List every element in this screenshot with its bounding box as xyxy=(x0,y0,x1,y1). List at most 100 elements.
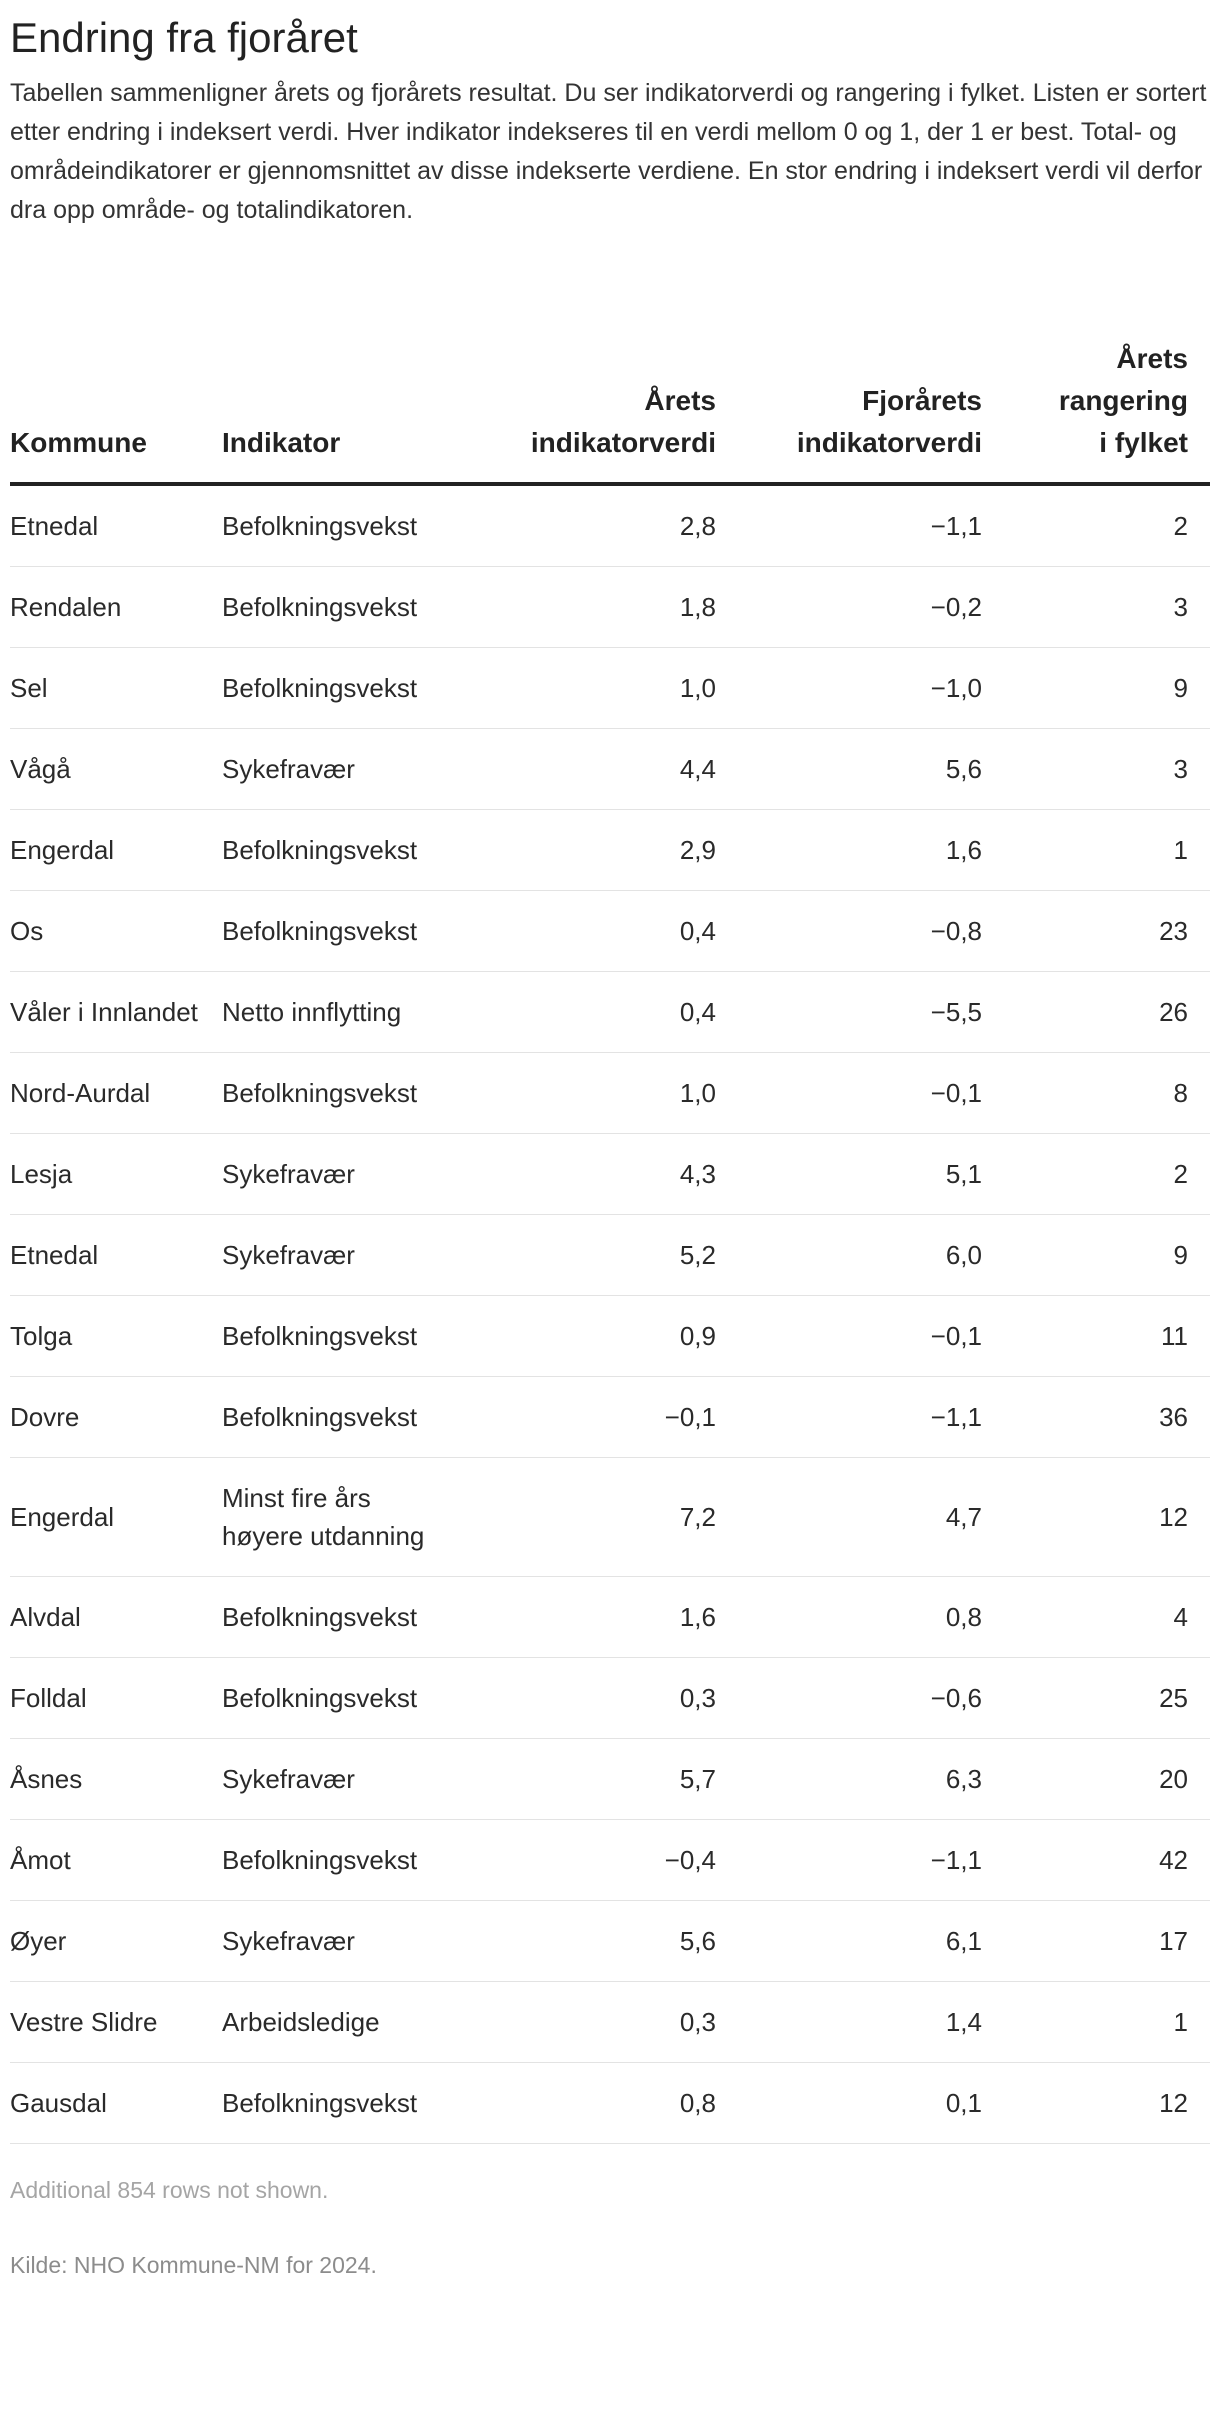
cell-spacer xyxy=(1188,2062,1210,2144)
change-table: Kommune Indikator Årets indikatorverdi F… xyxy=(10,338,1210,2144)
cell-rangering: 3 xyxy=(982,566,1188,648)
cell-rangering: 9 xyxy=(982,1214,1188,1296)
cell-arets-verdi: 5,7 xyxy=(462,1738,716,1820)
table-header-row: Kommune Indikator Årets indikatorverdi F… xyxy=(10,338,1210,486)
cell-rangering: 23 xyxy=(982,890,1188,972)
cell-kommune: Dovre xyxy=(10,1376,222,1458)
cell-kommune: Rendalen xyxy=(10,566,222,648)
cell-indikator: Arbeidsledige xyxy=(222,1981,462,2063)
cell-kommune: Nord-Aurdal xyxy=(10,1052,222,1134)
cell-indikator: Sykefravær xyxy=(222,1900,462,1982)
cell-spacer xyxy=(1188,1214,1210,1296)
cell-rangering: 17 xyxy=(982,1900,1188,1982)
cell-kommune: Våler i Innlandet xyxy=(10,971,222,1053)
table-row: Vågå Sykefravær 4,4 5,6 3 xyxy=(10,728,1210,810)
cell-indikator: Befolkningsvekst xyxy=(222,484,462,567)
cell-spacer xyxy=(1188,566,1210,648)
table-row: Åmot Befolkningsvekst −0,4 −1,1 42 xyxy=(10,1819,1210,1901)
cell-fjor-verdi: −0,8 xyxy=(716,890,982,972)
table-row: Folldal Befolkningsvekst 0,3 −0,6 25 xyxy=(10,1657,1210,1739)
cell-fjor-verdi: 0,8 xyxy=(716,1576,982,1658)
table-row: Engerdal Minst fire års høyere utdanning 7… xyxy=(10,1457,1210,1577)
header-rangering[interactable]: Årets rangering i fylket xyxy=(982,338,1188,486)
cell-fjor-verdi: −1,0 xyxy=(716,647,982,729)
cell-spacer xyxy=(1188,728,1210,810)
cell-kommune: Os xyxy=(10,890,222,972)
cell-spacer xyxy=(1188,1376,1210,1458)
page: Endring fra fjoråret Tabellen sammenlign… xyxy=(10,14,1210,2278)
header-arets-verdi[interactable]: Årets indikatorverdi xyxy=(462,338,716,486)
cell-indikator: Netto innflytting xyxy=(222,971,462,1053)
cell-spacer xyxy=(1188,1657,1210,1739)
cell-arets-verdi: 1,0 xyxy=(462,647,716,729)
cell-kommune: Folldal xyxy=(10,1657,222,1739)
cell-rangering: 3 xyxy=(982,728,1188,810)
cell-rangering: 36 xyxy=(982,1376,1188,1458)
cell-fjor-verdi: 5,6 xyxy=(716,728,982,810)
cell-rangering: 26 xyxy=(982,971,1188,1053)
cell-arets-verdi: 1,8 xyxy=(462,566,716,648)
header-indikator[interactable]: Indikator xyxy=(222,338,462,486)
table-row: Sel Befolkningsvekst 1,0 −1,0 9 xyxy=(10,647,1210,729)
cell-indikator: Sykefravær xyxy=(222,728,462,810)
cell-kommune: Engerdal xyxy=(10,1457,222,1577)
cell-fjor-verdi: −0,2 xyxy=(716,566,982,648)
cell-fjor-verdi: 6,1 xyxy=(716,1900,982,1982)
cell-fjor-verdi: 1,6 xyxy=(716,809,982,891)
cell-indikator: Befolkningsvekst xyxy=(222,1819,462,1901)
table-row: Tolga Befolkningsvekst 0,9 −0,1 11 xyxy=(10,1295,1210,1377)
cell-arets-verdi: 0,3 xyxy=(462,1657,716,1739)
rows-hidden-note: Additional 854 rows not shown. xyxy=(10,2177,329,2203)
description: Tabellen sammenligner årets og fjorårets… xyxy=(10,79,1207,224)
table-row: Etnedal Sykefravær 5,2 6,0 9 xyxy=(10,1214,1210,1296)
header-kommune[interactable]: Kommune xyxy=(10,338,222,486)
table-row: Etnedal Befolkningsvekst 2,8 −1,1 2 xyxy=(10,484,1210,567)
cell-indikator: Befolkningsvekst xyxy=(222,2062,462,2144)
source-note: Kilde: NHO Kommune-NM for 2024. xyxy=(10,2252,377,2278)
cell-kommune: Gausdal xyxy=(10,2062,222,2144)
cell-arets-verdi: 0,8 xyxy=(462,2062,716,2144)
cell-fjor-verdi: −0,1 xyxy=(716,1052,982,1134)
cell-indikator: Befolkningsvekst xyxy=(222,647,462,729)
table-row: Nord-Aurdal Befolkningsvekst 1,0 −0,1 8 xyxy=(10,1052,1210,1134)
header-fjor-verdi[interactable]: Fjorårets indikatorverdi xyxy=(716,338,982,486)
cell-rangering: 2 xyxy=(982,484,1188,567)
cell-rangering: 42 xyxy=(982,1819,1188,1901)
cell-fjor-verdi: −5,5 xyxy=(716,971,982,1053)
cell-arets-verdi: −0,1 xyxy=(462,1376,716,1458)
table-row: Våler i Innlandet Netto innflytting 0,4 −5,… xyxy=(10,971,1210,1053)
cell-arets-verdi: −0,4 xyxy=(462,1819,716,1901)
table-row: Os Befolkningsvekst 0,4 −0,8 23 xyxy=(10,890,1210,972)
cell-kommune: Åsnes xyxy=(10,1738,222,1820)
cell-arets-verdi: 5,2 xyxy=(462,1214,716,1296)
cell-spacer xyxy=(1188,1457,1210,1577)
cell-indikator: Befolkningsvekst xyxy=(222,1576,462,1658)
cell-fjor-verdi: 6,3 xyxy=(716,1738,982,1820)
table-row: Åsnes Sykefravær 5,7 6,3 20 xyxy=(10,1738,1210,1820)
header-spacer xyxy=(1188,338,1210,486)
cell-rangering: 12 xyxy=(982,1457,1188,1577)
page-title: Endring fra fjoråret xyxy=(10,14,358,61)
cell-kommune: Etnedal xyxy=(10,1214,222,1296)
cell-kommune: Engerdal xyxy=(10,809,222,891)
cell-rangering: 8 xyxy=(982,1052,1188,1134)
table-row: Alvdal Befolkningsvekst 1,6 0,8 4 xyxy=(10,1576,1210,1658)
cell-kommune: Vågå xyxy=(10,728,222,810)
cell-rangering: 1 xyxy=(982,1981,1188,2063)
cell-spacer xyxy=(1188,971,1210,1053)
table-row: Dovre Befolkningsvekst −0,1 −1,1 36 xyxy=(10,1376,1210,1458)
cell-rangering: 9 xyxy=(982,647,1188,729)
cell-spacer xyxy=(1188,890,1210,972)
cell-fjor-verdi: 6,0 xyxy=(716,1214,982,1296)
cell-indikator: Befolkningsvekst xyxy=(222,1295,462,1377)
cell-rangering: 12 xyxy=(982,2062,1188,2144)
cell-kommune: Etnedal xyxy=(10,484,222,567)
cell-arets-verdi: 5,6 xyxy=(462,1900,716,1982)
cell-arets-verdi: 4,4 xyxy=(462,728,716,810)
cell-indikator: Befolkningsvekst xyxy=(222,1657,462,1739)
cell-spacer xyxy=(1188,1819,1210,1901)
cell-arets-verdi: 0,4 xyxy=(462,890,716,972)
cell-rangering: 2 xyxy=(982,1133,1188,1215)
cell-indikator: Sykefravær xyxy=(222,1738,462,1820)
cell-rangering: 11 xyxy=(982,1295,1188,1377)
